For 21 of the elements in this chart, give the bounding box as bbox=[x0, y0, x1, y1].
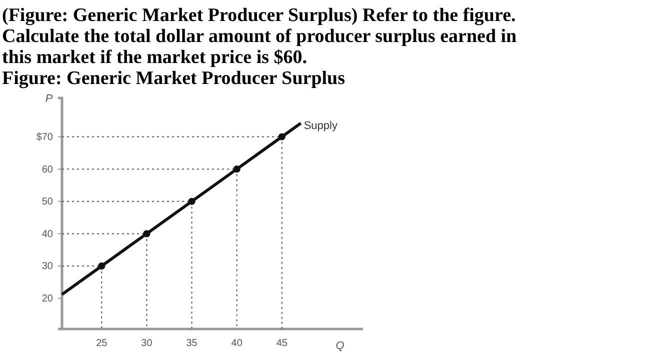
y-axis-title: P bbox=[45, 93, 54, 105]
y-tick-label: 40 bbox=[42, 228, 54, 240]
point bbox=[143, 230, 150, 238]
y-tick-label: 60 bbox=[42, 164, 54, 176]
point bbox=[98, 262, 106, 270]
x-tick-label: 35 bbox=[186, 338, 198, 350]
x-tick-label: 40 bbox=[231, 338, 243, 350]
y-tick-label: $70 bbox=[36, 132, 54, 143]
y-tick-label: 30 bbox=[42, 261, 54, 272]
chart-title: (Figure: Generic Market Producer Surplus) Refer to the figure. Calculate the total dollar amount of producer surplus earned in this market if the market price is $60. bbox=[2, 5, 518, 68]
point bbox=[233, 166, 240, 173]
series-label: Supply bbox=[304, 120, 338, 132]
y-tick-label: 20 bbox=[42, 294, 54, 305]
x-tick-label: 45 bbox=[276, 338, 288, 350]
chart-subtitle: Figure: Generic Market Producer Surplus bbox=[2, 68, 346, 89]
point bbox=[278, 133, 286, 140]
x-tick-label: 30 bbox=[141, 338, 153, 350]
x-axis-title: Q bbox=[336, 340, 345, 352]
y-tick-label: 50 bbox=[42, 196, 54, 208]
x-tick-label: 25 bbox=[96, 338, 108, 350]
point bbox=[188, 198, 196, 205]
